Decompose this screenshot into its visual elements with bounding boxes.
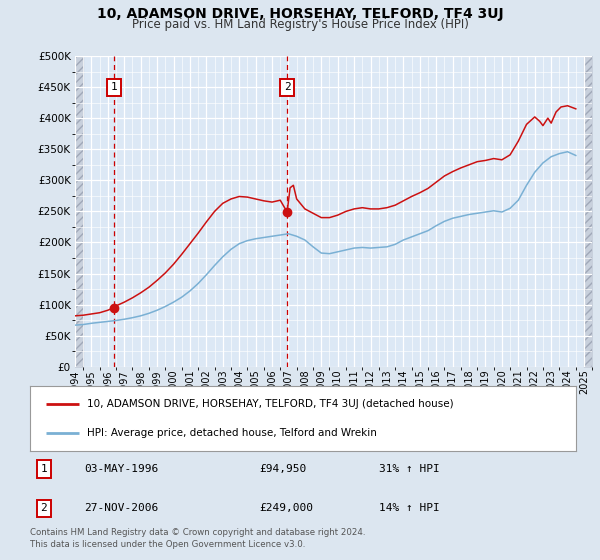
Bar <box>75 56 83 367</box>
Bar <box>584 56 592 367</box>
Text: 03-MAY-1996: 03-MAY-1996 <box>85 464 159 474</box>
Text: 1: 1 <box>110 82 117 92</box>
Text: HPI: Average price, detached house, Telford and Wrekin: HPI: Average price, detached house, Telf… <box>88 428 377 438</box>
Text: 27-NOV-2006: 27-NOV-2006 <box>85 503 159 513</box>
Text: 2: 2 <box>40 503 47 513</box>
Text: 10, ADAMSON DRIVE, HORSEHAY, TELFORD, TF4 3UJ: 10, ADAMSON DRIVE, HORSEHAY, TELFORD, TF… <box>97 7 503 21</box>
Text: 10, ADAMSON DRIVE, HORSEHAY, TELFORD, TF4 3UJ (detached house): 10, ADAMSON DRIVE, HORSEHAY, TELFORD, TF… <box>88 399 454 409</box>
Text: £249,000: £249,000 <box>259 503 313 513</box>
Text: Price paid vs. HM Land Registry's House Price Index (HPI): Price paid vs. HM Land Registry's House … <box>131 18 469 31</box>
Text: 14% ↑ HPI: 14% ↑ HPI <box>379 503 440 513</box>
Text: £94,950: £94,950 <box>259 464 307 474</box>
Text: 1: 1 <box>40 464 47 474</box>
Text: 31% ↑ HPI: 31% ↑ HPI <box>379 464 440 474</box>
Text: 2: 2 <box>284 82 290 92</box>
Text: Contains HM Land Registry data © Crown copyright and database right 2024.
This d: Contains HM Land Registry data © Crown c… <box>30 528 365 549</box>
